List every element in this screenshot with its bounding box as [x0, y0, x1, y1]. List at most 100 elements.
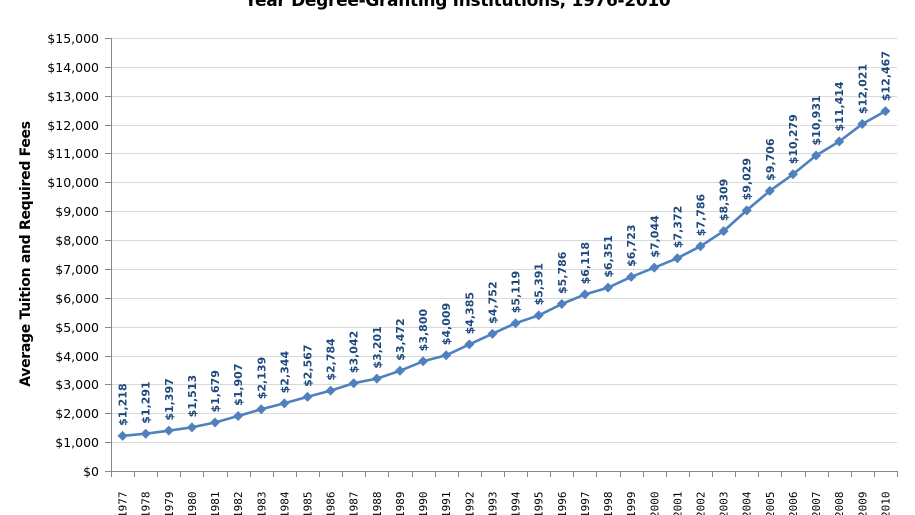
- y-tick-label: $4,000: [55, 349, 99, 364]
- x-tick-label: 1994: [510, 491, 523, 515]
- diamond-marker-icon: [764, 185, 775, 196]
- x-tick-label: 1996: [556, 492, 569, 515]
- data-label: $9,706: [764, 138, 777, 181]
- x-tick-label: 1980: [186, 492, 199, 515]
- x-tick-label: 1998: [602, 492, 615, 515]
- x-tick-label: 2006: [787, 492, 800, 515]
- x-tick-label: 1993: [486, 492, 499, 515]
- diamond-marker-icon: [787, 169, 798, 180]
- data-label: $7,372: [671, 206, 684, 248]
- y-axis: $0 $1,000 $2,000 $3,000 $4,000 $5,000 $6,000 $7…: [47, 31, 112, 479]
- chart-title: Year Degree-Granting Institutions, 1976-…: [244, 0, 671, 11]
- y-tick-label: $2,000: [55, 406, 99, 421]
- x-tick-label: 1991: [440, 492, 453, 515]
- diamond-marker-icon: [672, 253, 683, 264]
- series-line: [122, 109, 887, 438]
- x-axis: 1977 1978 1979 1980 1981 1982 1983 1984 1985 1986…: [105, 471, 898, 515]
- diamond-marker-icon: [371, 373, 382, 384]
- x-tick-label: 1982: [232, 492, 245, 515]
- diamond-marker-icon: [233, 410, 244, 421]
- diamond-marker-icon: [857, 118, 868, 129]
- y-tick-label: $7,000: [55, 262, 99, 277]
- x-tick-label: 2002: [695, 492, 708, 515]
- diamond-marker-icon: [418, 356, 429, 367]
- x-tick-label: 1984: [278, 491, 291, 515]
- diamond-marker-icon: [210, 417, 221, 428]
- x-tick-label: 1999: [625, 492, 638, 515]
- data-label: $3,201: [371, 326, 384, 368]
- data-series: [117, 106, 891, 441]
- diamond-marker-icon: [394, 365, 405, 376]
- data-label: $11,414: [833, 81, 846, 131]
- diamond-marker-icon: [834, 136, 845, 147]
- x-tick-label: 1981: [209, 492, 222, 515]
- data-label: $1,513: [186, 375, 199, 417]
- diamond-marker-icon: [348, 378, 359, 389]
- x-tick-label: 2000: [648, 492, 661, 515]
- y-tick-label: $13,000: [47, 89, 99, 104]
- x-tick-label: 1997: [579, 492, 592, 515]
- diamond-marker-icon: [626, 271, 637, 282]
- diamond-marker-icon: [464, 339, 475, 350]
- data-label: $6,351: [602, 235, 615, 277]
- x-tick-label: 2007: [810, 492, 823, 515]
- diamond-marker-icon: [603, 282, 614, 293]
- data-label: $3,042: [348, 331, 361, 373]
- diamond-marker-icon: [325, 385, 336, 396]
- y-tick-label: $10,000: [47, 175, 99, 190]
- x-tick-label: 1995: [533, 492, 546, 515]
- data-label: $6,118: [579, 242, 592, 284]
- x-tick-label: 2010: [879, 492, 892, 515]
- data-label: $1,218: [117, 383, 130, 425]
- y-tick-label: $3,000: [55, 377, 99, 392]
- x-tick-label: 1990: [417, 492, 430, 515]
- data-label: $12,021: [856, 64, 869, 114]
- data-labels: $1,218 $1,291 $1,397 $1,513 $1,679 $1,907 $2,1…: [117, 51, 893, 426]
- y-tick-label: $8,000: [55, 233, 99, 248]
- data-label: $2,784: [325, 338, 338, 381]
- data-label: $1,397: [163, 378, 176, 420]
- gridlines: [111, 38, 897, 443]
- x-tick-label: 2004: [741, 491, 754, 515]
- data-label: $12,467: [879, 51, 892, 101]
- data-label: $7,786: [695, 193, 708, 236]
- data-label: $1,907: [232, 363, 245, 405]
- y-tick-label: $6,000: [55, 291, 99, 306]
- data-label: $5,786: [556, 251, 569, 294]
- diamond-marker-icon: [649, 262, 660, 273]
- x-tick-label: 2009: [856, 492, 869, 515]
- x-tick-label: 1987: [348, 492, 361, 515]
- diamond-marker-icon: [256, 404, 267, 415]
- data-label: $9,029: [741, 158, 754, 200]
- x-tick-label: 1978: [140, 492, 153, 515]
- data-label: $4,009: [440, 303, 453, 345]
- diamond-marker-icon: [302, 391, 313, 402]
- y-tick-label: $11,000: [47, 146, 99, 161]
- data-label: $3,472: [394, 318, 407, 360]
- data-label: $7,044: [648, 215, 661, 258]
- diamond-marker-icon: [441, 350, 452, 361]
- y-tick-label: $15,000: [47, 31, 99, 46]
- diamond-marker-icon: [487, 328, 498, 339]
- y-tick-label: $9,000: [55, 204, 99, 219]
- data-label: $10,931: [810, 95, 823, 145]
- x-tick-label: 1988: [371, 492, 384, 515]
- diamond-marker-icon: [579, 289, 590, 300]
- data-label: $2,567: [302, 344, 315, 386]
- x-tick-label: 2001: [671, 492, 684, 515]
- diamond-marker-icon: [279, 398, 290, 409]
- y-tick-label: $12,000: [47, 118, 99, 133]
- data-label: $2,344: [278, 351, 291, 394]
- x-tick-label: 1985: [302, 492, 315, 515]
- diamond-marker-icon: [880, 106, 891, 117]
- diamond-marker-icon: [533, 310, 544, 321]
- data-label: $5,119: [510, 271, 523, 313]
- y-tick-label: $14,000: [47, 60, 99, 75]
- x-tick-label: 1986: [325, 492, 338, 515]
- y-tick-label: $5,000: [55, 320, 99, 335]
- data-label: $5,391: [533, 263, 546, 305]
- data-label: $6,723: [625, 224, 638, 266]
- x-tick-label: 1992: [463, 492, 476, 515]
